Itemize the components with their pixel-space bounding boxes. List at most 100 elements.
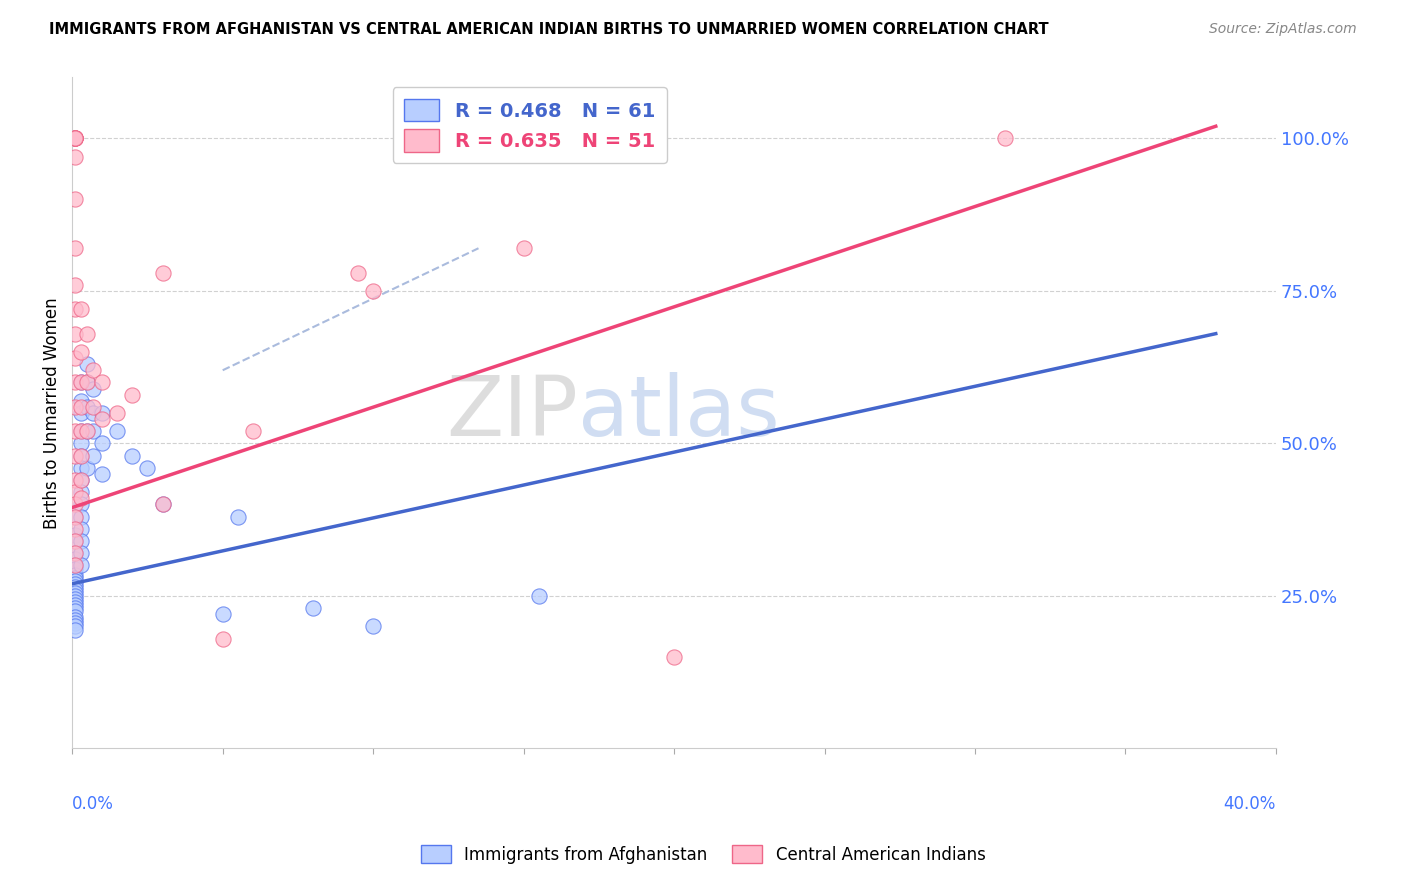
Point	[65, 131, 87, 145]
Point	[65, 131, 87, 145]
Point	[527, 589, 550, 603]
Point	[91, 436, 114, 450]
Point	[105, 424, 128, 438]
Point	[65, 131, 87, 145]
Point	[76, 461, 98, 475]
Point	[65, 400, 87, 414]
Point	[76, 326, 98, 341]
Point	[65, 574, 87, 588]
Point	[65, 424, 87, 438]
Point	[105, 406, 128, 420]
Point	[65, 558, 87, 573]
Point	[91, 376, 114, 390]
Point	[76, 400, 98, 414]
Point	[76, 424, 98, 438]
Point	[65, 150, 87, 164]
Point	[136, 461, 159, 475]
Point	[65, 561, 87, 575]
Point	[70, 449, 93, 463]
Point	[76, 376, 98, 390]
Point	[65, 522, 87, 536]
Point	[65, 613, 87, 627]
Text: atlas: atlas	[578, 373, 779, 453]
Point	[65, 376, 87, 390]
Legend: Immigrants from Afghanistan, Central American Indians: Immigrants from Afghanistan, Central Ame…	[413, 838, 993, 871]
Point	[65, 571, 87, 585]
Point	[65, 241, 87, 255]
Point	[65, 598, 87, 612]
Point	[65, 546, 87, 560]
Point	[65, 576, 87, 591]
Point	[70, 509, 93, 524]
Point	[347, 266, 370, 280]
Point	[65, 509, 87, 524]
Point	[512, 241, 534, 255]
Point	[65, 277, 87, 292]
Point	[65, 485, 87, 500]
Point	[242, 424, 264, 438]
Point	[65, 592, 87, 607]
Point	[70, 424, 93, 438]
Point	[121, 449, 143, 463]
Point	[65, 131, 87, 145]
Point	[152, 498, 174, 512]
Point	[70, 534, 93, 549]
Y-axis label: Births to Unmarried Women: Births to Unmarried Women	[44, 297, 60, 529]
Point	[70, 400, 93, 414]
Point	[65, 528, 87, 542]
Point	[70, 473, 93, 487]
Point	[65, 534, 87, 549]
Point	[65, 610, 87, 624]
Legend: R = 0.468   N = 61, R = 0.635   N = 51: R = 0.468 N = 61, R = 0.635 N = 51	[392, 87, 666, 163]
Point	[65, 552, 87, 566]
Point	[65, 582, 87, 597]
Point	[82, 363, 104, 377]
Text: IMMIGRANTS FROM AFGHANISTAN VS CENTRAL AMERICAN INDIAN BIRTHS TO UNMARRIED WOMEN: IMMIGRANTS FROM AFGHANISTAN VS CENTRAL A…	[49, 22, 1049, 37]
Point	[82, 406, 104, 420]
Point	[65, 623, 87, 637]
Point	[65, 619, 87, 633]
Point	[65, 498, 87, 512]
Point	[152, 266, 174, 280]
Point	[65, 473, 87, 487]
Point	[65, 534, 87, 549]
Point	[70, 393, 93, 408]
Point	[70, 345, 93, 359]
Point	[82, 449, 104, 463]
Point	[65, 326, 87, 341]
Point	[70, 491, 93, 506]
Point	[361, 619, 384, 633]
Point	[65, 131, 87, 145]
Point	[65, 302, 87, 317]
Text: Source: ZipAtlas.com: Source: ZipAtlas.com	[1209, 22, 1357, 37]
Point	[70, 461, 93, 475]
Point	[70, 302, 93, 317]
Point	[65, 131, 87, 145]
Point	[226, 509, 249, 524]
Point	[70, 473, 93, 487]
Point	[70, 498, 93, 512]
Point	[65, 616, 87, 631]
Point	[70, 546, 93, 560]
Point	[65, 601, 87, 615]
Point	[70, 558, 93, 573]
Point	[70, 376, 93, 390]
Point	[70, 485, 93, 500]
Point	[65, 546, 87, 560]
Point	[70, 449, 93, 463]
Point	[70, 406, 93, 420]
Point	[65, 604, 87, 618]
Point	[82, 382, 104, 396]
Point	[152, 498, 174, 512]
Point	[994, 131, 1017, 145]
Point	[65, 567, 87, 582]
Text: 40.0%: 40.0%	[1223, 796, 1277, 814]
Point	[70, 522, 93, 536]
Point	[121, 387, 143, 401]
Point	[82, 424, 104, 438]
Point	[361, 284, 384, 298]
Point	[211, 632, 233, 646]
Point	[70, 424, 93, 438]
Point	[91, 467, 114, 481]
Point	[65, 449, 87, 463]
